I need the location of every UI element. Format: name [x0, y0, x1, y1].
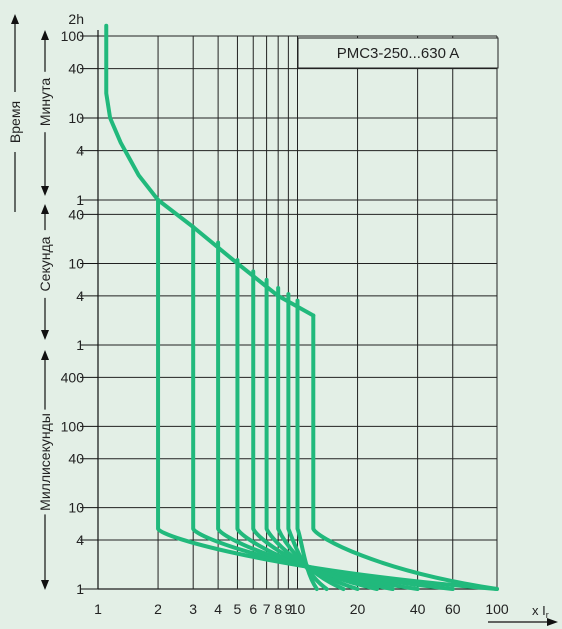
y-tick-label-13: 10: [68, 500, 84, 516]
y-tick-label-5: 1: [76, 192, 84, 208]
x-tick-label-7: 7: [263, 601, 271, 617]
time-band-label-0: Минута: [37, 78, 53, 126]
y-tick-label-7: 10: [68, 255, 84, 271]
x-tick-label-5: 5: [234, 601, 242, 617]
time-band-arrow-bottom-1: [41, 330, 49, 340]
y-tick-label-12: 40: [68, 451, 84, 467]
time-band-label-1: Секунда: [37, 236, 53, 291]
y-axis-label: Время: [7, 101, 23, 143]
y-tick-label-1: 100: [61, 28, 85, 44]
trip-curve-x10: [295, 298, 319, 591]
y-tick-label-8: 4: [76, 288, 84, 304]
x-tick-label-20: 20: [350, 601, 366, 617]
trip-curve-x4: [216, 240, 420, 591]
trip-curve-x6: [251, 269, 379, 591]
grid: [97, 30, 498, 590]
x-tick-label-40: 40: [410, 601, 426, 617]
y-tick-label-4: 4: [76, 143, 84, 159]
chart-title: PMC3-250...630 A: [337, 45, 460, 62]
curves: [104, 23, 499, 591]
x-tick-label-1: 1: [94, 601, 102, 617]
title-box: PMC3-250...630 A: [297, 37, 499, 69]
time-band-arrow-top-1: [41, 204, 49, 214]
time-band-arrow-bottom-0: [41, 186, 49, 196]
trip-curve-x8: [276, 286, 346, 591]
x-tick-label-8: 8: [274, 601, 282, 617]
trip-curve-x2: [156, 198, 499, 591]
x-tick-label-4: 4: [214, 601, 222, 617]
y-axis: 2h100401041401041400100401041МинутаСекун…: [37, 11, 98, 597]
trip-curve-x5: [235, 258, 395, 591]
x-tick-label-100: 100: [485, 601, 509, 617]
y-axis-label-arrows: [11, 14, 19, 212]
x-axis-label: x Ir: [532, 603, 549, 620]
y-tick-label-11: 100: [61, 418, 85, 434]
y-axis-arrow-up-head: [11, 14, 19, 24]
y-tick-label-9: 1: [76, 337, 84, 353]
time-band-arrow-top-0: [41, 30, 49, 40]
trip-curve-x3: [191, 224, 455, 591]
y-tick-label-14: 4: [76, 532, 84, 548]
y-tick-label-3: 10: [68, 110, 84, 126]
y-tick-label-6: 40: [68, 206, 84, 222]
x-axis: 1 2 3 4 5 6 7 8 910 20 40 60 100: [94, 601, 509, 617]
x-tick-label-3: 3: [189, 601, 197, 617]
x-tick-label-9: 9: [284, 601, 292, 617]
y-tick-label-2: 40: [68, 61, 84, 77]
title-box-frame: [297, 37, 499, 69]
x-tick-label-60: 60: [445, 601, 461, 617]
trip-curve-x12: [311, 313, 499, 591]
x-axis-unit: x Ir: [488, 603, 558, 626]
time-band-label-2: Миллисекунды: [37, 413, 53, 511]
y-tick-label-10: 400: [61, 369, 85, 385]
trip-curve-x7: [264, 277, 360, 591]
long-delay-curve: [104, 23, 316, 318]
x-tick-label-2: 2: [154, 601, 162, 617]
y-tick-label-0: 2h: [68, 11, 84, 27]
time-band-arrow-top-2: [41, 350, 49, 360]
y-tick-label-15: 1: [76, 581, 84, 597]
x-tick-label-6: 6: [249, 601, 257, 617]
time-band-arrow-bottom-2: [41, 580, 49, 590]
trip-curve-x9: [286, 292, 329, 591]
x-axis-arrow-head: [547, 618, 558, 626]
x-tick-label-10: 10: [290, 601, 306, 617]
